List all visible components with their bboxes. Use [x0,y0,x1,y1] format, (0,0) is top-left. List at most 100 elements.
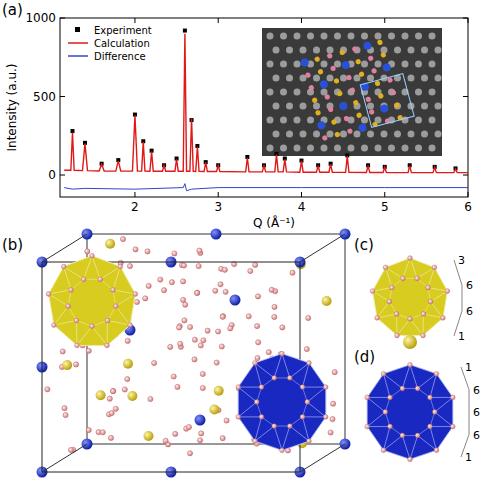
atom-boron [173,431,178,436]
x-tick [384,18,385,23]
atom-boron [113,406,118,411]
atom-yellow [322,296,332,306]
polyhedron-face [255,354,282,378]
atom-yellow [105,239,115,249]
inset-blob [273,131,280,138]
vertex-atom [408,362,413,367]
inset-atom [347,128,353,134]
polyhedron-face [386,258,410,278]
layer-count: 6 [466,279,473,292]
atom-boron [111,389,116,394]
layer-count: 1 [465,451,472,464]
inset-blob [313,47,320,54]
polyhedron-face [367,427,390,451]
inset-atom [317,120,327,130]
legend-label: Difference [94,51,146,62]
vertex-atom [395,333,400,338]
vertex-atom [415,433,420,438]
inset-atom [379,104,389,114]
polyhedron-face [64,256,92,279]
inset-atom [349,87,355,93]
atom-boron [272,304,277,309]
vertex-atom [300,385,305,390]
inset-blob [415,89,422,96]
vertex-atom [98,277,103,282]
atom-boron [172,251,177,256]
vertex-atom [387,299,392,304]
inset-blob [313,75,320,82]
central-atom [403,335,417,349]
atom-boron [100,430,105,435]
inset-blob [327,47,334,54]
inset-atom [365,96,371,102]
polyhedron-face [385,388,435,435]
atom-boron [216,329,221,334]
blue-polyhedron [236,351,328,452]
atom-blue [230,295,241,306]
polyhedron-face [49,267,71,294]
inset-atom [394,102,400,108]
polyhedron-face [54,321,77,346]
vertex-atom [111,288,116,293]
atom-boron [168,344,173,349]
layer-count: 3 [458,254,465,267]
inset-blob [429,89,436,96]
vertex-atom [254,400,259,405]
vertex-atom [421,312,426,317]
legend-marker [75,27,80,32]
atom-yellow [127,391,137,401]
polyhedron-face [255,426,282,450]
inset-blob [327,75,334,82]
inset-atom [334,131,340,137]
inset-blob [361,33,368,40]
vertex-atom [400,386,405,391]
vertex-atom [394,312,399,317]
atom-boron [272,314,277,319]
y-tick [60,96,65,97]
atom-boron [175,384,180,389]
atom-boron [68,447,73,452]
inset-blob [267,145,274,152]
atom-boron [290,270,295,275]
atom-boron [200,371,205,376]
inset [262,28,442,156]
vertex-atom [280,448,285,453]
vertex-atom [323,415,328,420]
vertex-atom [434,371,439,376]
atom-boron [192,337,197,342]
inset-blob [286,75,293,82]
inset-blob [313,131,320,138]
atom-boron [280,325,285,330]
inset-blob [300,131,307,138]
inset-blob [334,145,341,152]
atom-boron [255,294,260,299]
atom-boron [145,249,150,254]
vertex-atom [90,253,95,258]
atom-boron [169,280,174,285]
polyhedron-face [430,427,453,451]
polyhedron-face [238,354,325,451]
inset-blob [340,131,347,138]
inset-blob [280,33,287,40]
vertex-atom [74,318,79,323]
series-line [64,184,468,191]
polyhedron-face [410,365,436,389]
inset-blob [402,33,409,40]
atom-boron [181,297,186,302]
atom-boron [86,428,91,433]
atom-blue [211,229,222,240]
atom-boron [306,315,311,320]
inset-blob [408,75,415,82]
polyhedron-face [377,314,397,335]
inset-blob [280,117,287,124]
atom-boron [195,290,200,295]
polyhedron-face [367,374,390,398]
polyhedron-face [302,417,325,441]
polyhedron-c [370,256,450,338]
vertex-atom [105,343,110,348]
vertex-atom [408,457,413,462]
atom-boron [74,362,79,367]
polyhedron-face [410,436,436,460]
inset-blob [415,61,422,68]
inset-atom [300,58,310,68]
